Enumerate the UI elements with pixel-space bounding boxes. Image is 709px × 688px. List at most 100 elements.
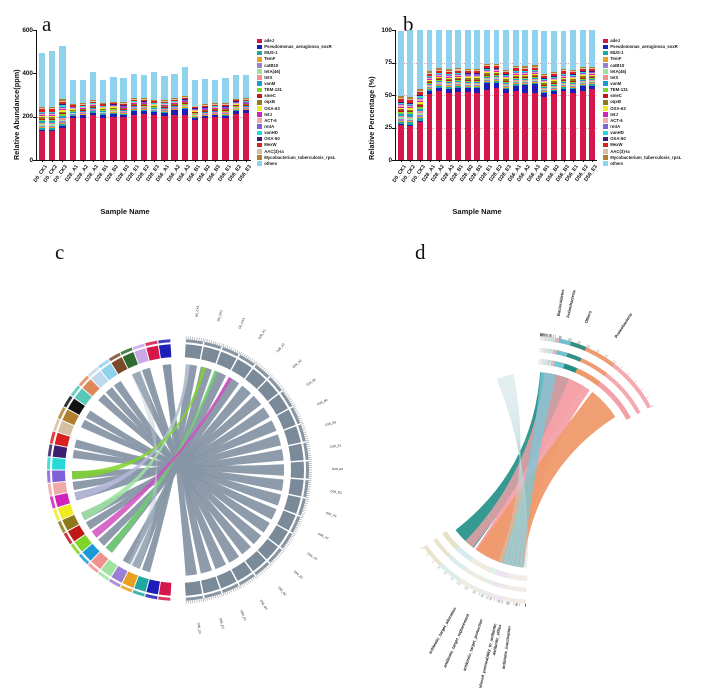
legend-item[interactable]: AAC(3)-Ia — [603, 149, 681, 155]
legend-item[interactable]: adeJ — [257, 38, 335, 44]
legend-item[interactable]: tetJ — [257, 112, 335, 118]
legend-item[interactable]: vanM — [257, 81, 335, 87]
bar-D28_A2[interactable] — [436, 30, 443, 160]
legend-item[interactable]: OXA-50 — [603, 136, 681, 142]
bar-D56_E1[interactable] — [570, 30, 577, 160]
legend-item[interactable]: ACT-6 — [603, 118, 681, 124]
legend-item[interactable]: catB10 — [257, 63, 335, 69]
bar-D28_E3[interactable] — [151, 30, 158, 160]
legend-item[interactable]: others — [603, 161, 681, 167]
bar-segment-MexW — [79, 104, 86, 106]
bar-D56_E2[interactable] — [579, 30, 586, 160]
bar-D28_B3[interactable] — [474, 30, 481, 160]
bar-segment-adeJ — [483, 90, 490, 160]
legend-item[interactable]: TEM-131 — [257, 87, 335, 93]
bar-D56_B2[interactable] — [550, 30, 557, 160]
bar-D28_B1[interactable] — [455, 30, 462, 160]
bar-segment-tetX — [426, 85, 433, 87]
bar-D0_CK1[interactable] — [38, 30, 46, 160]
bar-D56_A1[interactable] — [161, 30, 168, 160]
bar-segment-others — [38, 53, 46, 108]
bar-D56_E1[interactable] — [222, 30, 229, 160]
legend-item[interactable]: tetA(46) — [257, 69, 335, 75]
legend-item[interactable]: OXA-50 — [257, 136, 335, 142]
bar-segment-adeJ — [474, 92, 481, 160]
bar-segment-TemF — [181, 107, 188, 108]
legend-item[interactable]: MexW — [603, 142, 681, 148]
bar-D0_CK1[interactable] — [397, 30, 404, 160]
bar-D56_B1[interactable] — [541, 30, 548, 160]
legend-item[interactable]: others — [257, 161, 335, 167]
legend-item[interactable]: OXA-63 — [603, 106, 681, 112]
legend-item[interactable]: vanM — [603, 81, 681, 87]
bar-D56_E3[interactable] — [242, 30, 250, 160]
legend-item[interactable]: tetX — [257, 75, 335, 81]
legend-item[interactable]: catB10 — [603, 63, 681, 69]
legend-item[interactable]: ACT-6 — [257, 118, 335, 124]
bar-segment-MexW — [407, 99, 414, 103]
legend-item[interactable]: smeC — [603, 93, 681, 99]
bar-D28_E3[interactable] — [503, 30, 510, 160]
bar-D56_B2[interactable] — [201, 30, 209, 160]
legend-item[interactable]: MUS-1 — [257, 50, 335, 56]
legend-item[interactable]: TEM-131 — [603, 87, 681, 93]
legend-item[interactable]: MUS-1 — [603, 50, 681, 56]
bar-D28_E1[interactable] — [483, 30, 490, 160]
bar-D56_A1[interactable] — [512, 30, 519, 160]
legend-item[interactable]: MexW — [257, 142, 335, 148]
x-tick-mark — [123, 160, 125, 162]
legend-item[interactable]: adeJ — [603, 38, 681, 44]
legend-item[interactable]: tetA(46) — [603, 69, 681, 75]
bar-D56_E3[interactable] — [589, 30, 596, 160]
legend-item[interactable]: rmtA — [257, 124, 335, 130]
bar-D28_B3[interactable] — [120, 30, 127, 160]
legend-item[interactable]: Mycobacterium_tuberculosis_rpsL — [603, 155, 681, 161]
bar-D28_E2[interactable] — [493, 30, 500, 160]
bar-D56_B1[interactable] — [191, 30, 199, 160]
bar-D0_CK2[interactable] — [407, 30, 414, 160]
legend-item[interactable]: OXA-63 — [257, 106, 335, 112]
bar-D0_CK2[interactable] — [49, 30, 56, 160]
bar-D56_B3[interactable] — [560, 30, 567, 160]
bar-D56_E2[interactable] — [232, 30, 239, 160]
bar-segment-MexW — [512, 68, 519, 71]
legend-item[interactable]: TemF — [603, 56, 681, 62]
bar-D28_E2[interactable] — [140, 30, 148, 160]
bar-D56_A2[interactable] — [522, 30, 529, 160]
legend-item[interactable]: oqxB — [603, 99, 681, 105]
bar-D28_A1[interactable] — [426, 30, 433, 160]
bar-D56_A3[interactable] — [181, 30, 188, 160]
bar-D56_A2[interactable] — [171, 30, 178, 160]
legend-item[interactable]: TemF — [257, 56, 335, 62]
legend-item[interactable]: vanHD — [257, 130, 335, 136]
legend-item[interactable]: vanHD — [603, 130, 681, 136]
bar-segment-AAC(3)-Ia — [407, 98, 414, 100]
bar-segment-OXA-63 — [570, 78, 577, 80]
legend-item[interactable]: Mycobacterium_tuberculosis_rpsL — [257, 155, 335, 161]
bar-D28_A1[interactable] — [69, 30, 76, 160]
bar-D0_CK3[interactable] — [59, 30, 66, 160]
bar-D28_B1[interactable] — [100, 30, 107, 160]
legend-item[interactable]: Pseudomonas_aeruginosa_soxR — [257, 44, 335, 50]
bar-D28_A3[interactable] — [89, 30, 97, 160]
bar-D28_E1[interactable] — [130, 30, 137, 160]
legend-item[interactable]: smeC — [257, 93, 335, 99]
bar-D28_A3[interactable] — [445, 30, 452, 160]
bar-segment-OXA-63 — [89, 105, 97, 107]
legend-item[interactable]: Pseudomonas_aeruginosa_soxR — [603, 44, 681, 50]
bar-segment-catB10 — [151, 109, 158, 111]
bar-segment-adeJ — [59, 127, 66, 160]
bar-D56_B3[interactable] — [212, 30, 219, 160]
bar-D28_A2[interactable] — [79, 30, 86, 160]
legend-item[interactable]: tetX — [603, 75, 681, 81]
legend-item[interactable]: tetJ — [603, 112, 681, 118]
bar-D56_A3[interactable] — [531, 30, 538, 160]
legend-item[interactable]: AAC(3)-Ia — [257, 149, 335, 155]
bar-segment-TemF — [191, 116, 199, 117]
bar-D28_B2[interactable] — [110, 30, 117, 160]
bar-segment-OXA-50 — [445, 73, 452, 75]
bar-D0_CK3[interactable] — [416, 30, 423, 160]
legend-item[interactable]: rmtA — [603, 124, 681, 130]
bar-D28_B2[interactable] — [464, 30, 471, 160]
legend-item[interactable]: oqxB — [257, 99, 335, 105]
